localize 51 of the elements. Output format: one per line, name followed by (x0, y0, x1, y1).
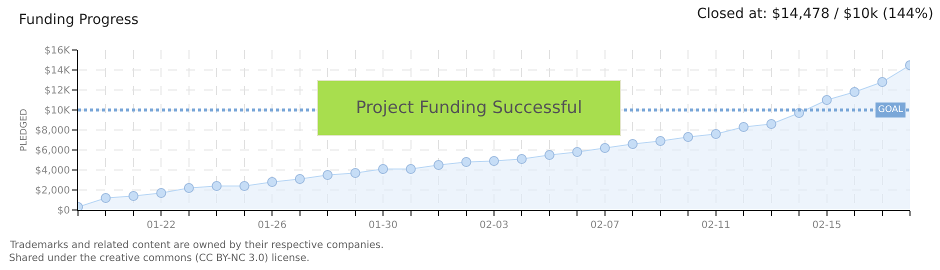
point (378, 164, 388, 174)
point (100, 193, 111, 203)
x-tick-label: 02-15 (812, 220, 842, 231)
x-tick-label: 02-07 (590, 220, 620, 231)
point (461, 157, 472, 167)
point (710, 129, 721, 139)
point (572, 147, 582, 157)
y-tick-label: $10K (44, 106, 70, 116)
text: Shared under the creative commons (CC BY-NC 3.0) license. (9, 253, 310, 264)
point (600, 143, 610, 153)
ref-line-label: GOAL (878, 105, 904, 115)
x-tick-label: 01-26 (258, 220, 287, 231)
point (184, 183, 194, 193)
point (683, 132, 694, 142)
y-tick-label: $6,000 (35, 146, 70, 156)
point (738, 122, 749, 132)
y-tick-label: $2,000 (35, 186, 70, 196)
text: Trademarks and related content are owned by their respective companies. (9, 240, 384, 251)
y-tick-label: $8,000 (35, 126, 70, 136)
point (766, 119, 776, 129)
point (128, 191, 138, 201)
point (434, 160, 444, 170)
point (212, 181, 222, 191)
x-tick-label: 02-11 (701, 220, 730, 231)
point (877, 77, 888, 87)
y-tick-label: $16K (44, 46, 70, 56)
y-tick-label: $14K (44, 66, 70, 76)
point (267, 177, 278, 187)
x-tick-label: 01-22 (146, 220, 176, 231)
point (406, 164, 416, 174)
x-tick-label: 01-30 (368, 220, 398, 231)
y-tick-label: $12K (44, 86, 70, 96)
y-axis-title: PLEDGED (19, 108, 30, 152)
y-tick-label: $4,000 (35, 166, 70, 176)
point (850, 87, 860, 97)
point (156, 188, 166, 198)
y-tick-label: $0 (57, 206, 70, 216)
point (489, 156, 499, 166)
point (655, 136, 666, 146)
point (239, 181, 250, 191)
point (516, 154, 527, 164)
chart-subtitle: Closed at: $14,478 / $10k (144%) (697, 6, 934, 22)
annotation: Project Funding Successful (356, 98, 582, 118)
point (294, 174, 305, 184)
point (544, 150, 554, 160)
x-tick-label: 02-03 (479, 220, 509, 231)
point (822, 95, 832, 105)
point (322, 170, 333, 180)
chart-title: Funding Progress (18, 12, 139, 28)
point (628, 139, 638, 149)
point (350, 168, 360, 178)
